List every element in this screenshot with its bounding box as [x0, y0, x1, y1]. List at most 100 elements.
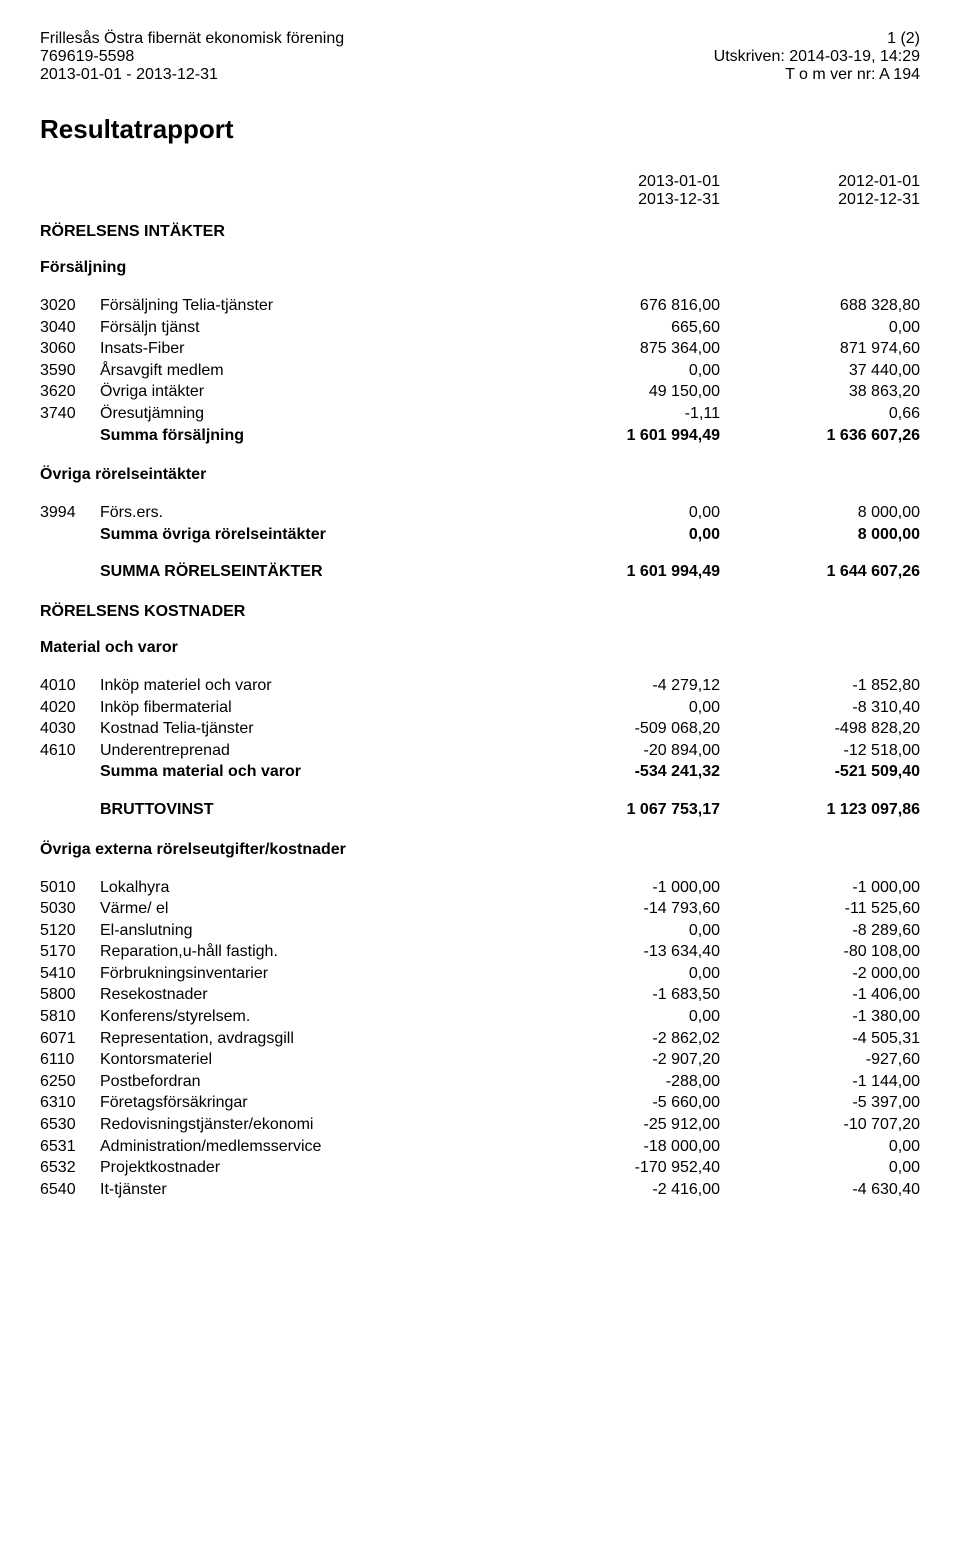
account-label: Konferens/styrelsem.	[100, 1006, 520, 1028]
material-sum-row: Summa material och varor -534 241,32 -52…	[40, 761, 920, 783]
account-label: Öresutjämning	[100, 403, 520, 425]
table-row: 4610Underentreprenad-20 894,00-12 518,00	[40, 740, 920, 762]
table-row: 3994Förs.ers.0,008 000,00	[40, 502, 920, 524]
org-name: Frillesås Östra fibernät ekonomisk fören…	[40, 30, 344, 48]
other-income-rows: 3994Förs.ers.0,008 000,00	[40, 502, 920, 524]
value-period2: 38 863,20	[720, 381, 920, 403]
header-right: 1 (2) Utskriven: 2014-03-19, 14:29 T o m…	[714, 30, 920, 84]
total-income-label: SUMMA RÖRELSEINTÄKTER	[100, 561, 520, 583]
material-sum-v2: -521 509,40	[720, 761, 920, 783]
page-header: Frillesås Östra fibernät ekonomisk fören…	[40, 30, 920, 84]
report-period: 2013-01-01 - 2013-12-31	[40, 66, 344, 84]
account-label: Inköp materiel och varor	[100, 675, 520, 697]
account-label: Kontorsmateriel	[100, 1049, 520, 1071]
table-row: 5810Konferens/styrelsem.0,00-1 380,00	[40, 1006, 920, 1028]
value-period1: 665,60	[520, 317, 720, 339]
table-row: 3060Insats-Fiber875 364,00871 974,60	[40, 338, 920, 360]
account-label: Förs.ers.	[100, 502, 520, 524]
account-label: Försäljn tjänst	[100, 317, 520, 339]
account-label: Projektkostnader	[100, 1157, 520, 1179]
table-row: 5030Värme/ el-14 793,60-11 525,60	[40, 898, 920, 920]
period1-from: 2013-01-01	[520, 173, 720, 191]
account-number: 3994	[40, 502, 100, 524]
gross-profit-label: BRUTTOVINST	[100, 799, 520, 821]
account-label: Resekostnader	[100, 984, 520, 1006]
value-period2: -1 380,00	[720, 1006, 920, 1028]
table-row: 3620Övriga intäkter49 150,0038 863,20	[40, 381, 920, 403]
account-number: 4610	[40, 740, 100, 762]
value-period1: -1,11	[520, 403, 720, 425]
account-number: 3020	[40, 295, 100, 317]
table-row: 5800Resekostnader-1 683,50-1 406,00	[40, 984, 920, 1006]
table-row: 5410Förbrukningsinventarier0,00-2 000,00	[40, 963, 920, 985]
other-income-sum-label: Summa övriga rörelseintäkter	[100, 524, 520, 546]
account-number: 6530	[40, 1114, 100, 1136]
account-number: 5170	[40, 941, 100, 963]
sales-rows: 3020Försäljning Telia-tjänster676 816,00…	[40, 295, 920, 425]
table-row: 4030Kostnad Telia-tjänster-509 068,20-49…	[40, 718, 920, 740]
total-income-row: SUMMA RÖRELSEINTÄKTER 1 601 994,49 1 644…	[40, 561, 920, 583]
account-label: Lokalhyra	[100, 877, 520, 899]
account-number: 6540	[40, 1179, 100, 1201]
value-period1: 0,00	[520, 1006, 720, 1028]
account-number: 4030	[40, 718, 100, 740]
account-label: Administration/medlemsservice	[100, 1136, 520, 1158]
table-row: 6250Postbefordran-288,00-1 144,00	[40, 1071, 920, 1093]
table-row: 3590Årsavgift medlem0,0037 440,00	[40, 360, 920, 382]
value-period1: 0,00	[520, 697, 720, 719]
account-label: It-tjänster	[100, 1179, 520, 1201]
value-period1: 0,00	[520, 360, 720, 382]
value-period2: 0,00	[720, 317, 920, 339]
value-period2: -12 518,00	[720, 740, 920, 762]
value-period2: 688 328,80	[720, 295, 920, 317]
table-row: 3020Försäljning Telia-tjänster676 816,00…	[40, 295, 920, 317]
period-columns-header: 2013-01-01 2013-12-31 2012-01-01 2012-12…	[40, 173, 920, 209]
subsection-other-income-title: Övriga rörelseintäkter	[40, 466, 920, 484]
value-period2: -8 289,60	[720, 920, 920, 942]
account-number: 5810	[40, 1006, 100, 1028]
value-period2: -5 397,00	[720, 1092, 920, 1114]
other-income-sum-row: Summa övriga rörelseintäkter 0,00 8 000,…	[40, 524, 920, 546]
table-row: 5010Lokalhyra-1 000,00-1 000,00	[40, 877, 920, 899]
value-period1: -1 000,00	[520, 877, 720, 899]
account-number: 5010	[40, 877, 100, 899]
account-number: 6071	[40, 1028, 100, 1050]
org-number: 769619-5598	[40, 48, 344, 66]
value-period2: 0,00	[720, 1157, 920, 1179]
value-period2: -80 108,00	[720, 941, 920, 963]
section-costs-title: RÖRELSENS KOSTNADER	[40, 603, 920, 621]
value-period1: 0,00	[520, 502, 720, 524]
value-period1: -4 279,12	[520, 675, 720, 697]
section-income-title: RÖRELSENS INTÄKTER	[40, 223, 920, 241]
account-label: El-anslutning	[100, 920, 520, 942]
table-row: 6532Projektkostnader-170 952,400,00	[40, 1157, 920, 1179]
account-number: 3620	[40, 381, 100, 403]
value-period1: 49 150,00	[520, 381, 720, 403]
header-left: Frillesås Östra fibernät ekonomisk fören…	[40, 30, 344, 84]
value-period1: -2 907,20	[520, 1049, 720, 1071]
total-income-v2: 1 644 607,26	[720, 561, 920, 583]
account-label: Värme/ el	[100, 898, 520, 920]
report-title: Resultatrapport	[40, 114, 920, 145]
account-label: Inköp fibermaterial	[100, 697, 520, 719]
account-number: 4020	[40, 697, 100, 719]
subsection-material-title: Material och varor	[40, 639, 920, 657]
value-period2: -1 852,80	[720, 675, 920, 697]
account-number: 5120	[40, 920, 100, 942]
material-sum-v1: -534 241,32	[520, 761, 720, 783]
other-income-sum-v2: 8 000,00	[720, 524, 920, 546]
table-row: 6310Företagsförsäkringar-5 660,00-5 397,…	[40, 1092, 920, 1114]
gross-profit-v1: 1 067 753,17	[520, 799, 720, 821]
other-income-sum-v1: 0,00	[520, 524, 720, 546]
value-period1: -14 793,60	[520, 898, 720, 920]
sales-sum-v1: 1 601 994,49	[520, 425, 720, 447]
account-label: Förbrukningsinventarier	[100, 963, 520, 985]
period1-to: 2013-12-31	[520, 191, 720, 209]
period2-to: 2012-12-31	[720, 191, 920, 209]
value-period1: -18 000,00	[520, 1136, 720, 1158]
account-label: Redovisningstjänster/ekonomi	[100, 1114, 520, 1136]
sales-sum-v2: 1 636 607,26	[720, 425, 920, 447]
account-number: 5410	[40, 963, 100, 985]
table-row: 6530Redovisningstjänster/ekonomi-25 912,…	[40, 1114, 920, 1136]
table-row: 5170Reparation,u-håll fastigh.-13 634,40…	[40, 941, 920, 963]
